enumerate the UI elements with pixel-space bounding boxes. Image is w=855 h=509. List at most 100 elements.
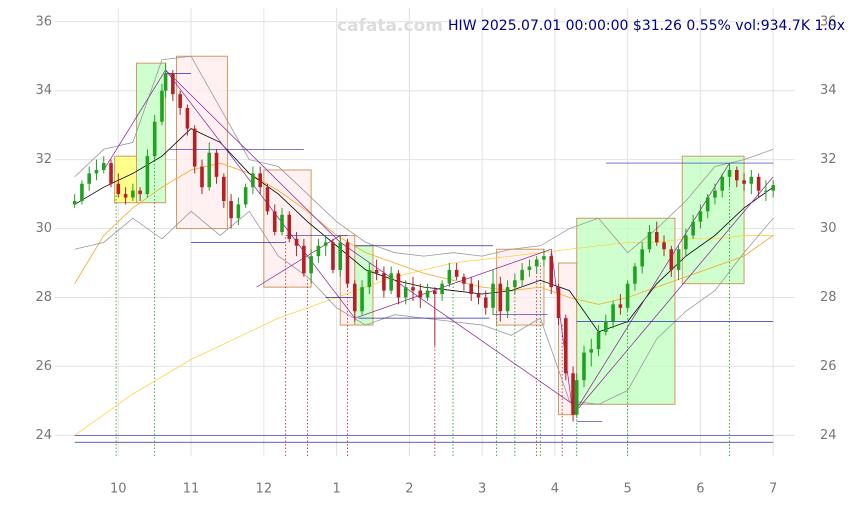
candle-body [771, 185, 775, 191]
candle-body [243, 187, 248, 205]
candle-body [200, 166, 204, 188]
candle-body [272, 211, 277, 232]
candle-body [582, 352, 586, 381]
trend-line [354, 248, 552, 319]
candle-body [80, 183, 84, 201]
x-tick-label: 5 [624, 482, 632, 497]
candle-body [549, 256, 554, 288]
candle-body [382, 273, 386, 291]
candle-body [109, 163, 113, 184]
y-tick-label: 30 [35, 221, 52, 236]
candle-body [72, 200, 77, 205]
candle-body [625, 283, 630, 308]
candle-body [265, 187, 270, 212]
candle-body [589, 349, 594, 353]
candle-body [756, 176, 761, 191]
candle-body [640, 249, 644, 267]
x-tick-label: 11 [183, 482, 200, 497]
y-tick-label: 26 [35, 359, 52, 374]
candle-body [520, 269, 524, 281]
candle-body [294, 238, 299, 246]
candle-body [542, 256, 546, 260]
indicator-line [74, 128, 774, 333]
y-tick-label-right: 26 [820, 359, 837, 374]
candle-body [145, 156, 150, 195]
candle-body [676, 249, 681, 270]
y-tick-label-right: 24 [820, 428, 837, 443]
candle-body [713, 190, 717, 198]
candle-body [534, 259, 539, 267]
candle-body [251, 173, 255, 188]
candle-body [163, 73, 168, 91]
candle-body [116, 183, 121, 195]
candle-body [505, 287, 510, 312]
candle-body [352, 283, 357, 312]
y-tick-label-right: 30 [820, 221, 837, 236]
candle-body [185, 107, 190, 129]
candle-body [222, 176, 226, 201]
candle-body [280, 214, 284, 232]
trend-line [572, 162, 730, 415]
candle-body [749, 176, 754, 184]
candle-body [131, 190, 135, 198]
candle-body [454, 269, 459, 277]
trend-line [550, 249, 574, 415]
candle-body [691, 221, 695, 236]
trend-line [165, 69, 341, 243]
y-tick-label: 24 [35, 428, 52, 443]
candle-body [411, 287, 415, 291]
y-tick-label-right: 34 [820, 83, 837, 98]
candle-body [171, 73, 175, 95]
candle-body [647, 232, 652, 250]
candle-body [462, 276, 466, 284]
y-tick-label-right: 36 [820, 14, 837, 29]
zone [576, 217, 676, 405]
candle-body [101, 163, 106, 170]
zone [135, 62, 167, 204]
candle-body [403, 287, 408, 298]
candle-body [178, 94, 182, 108]
x-tick-label: 2 [405, 482, 413, 497]
candle-body [669, 249, 674, 270]
candle-body [323, 242, 328, 246]
candle-body [87, 173, 91, 184]
indicator-line [74, 162, 774, 305]
trend-line [340, 242, 574, 405]
candle-body [720, 176, 725, 191]
x-tick-label: 4 [551, 482, 559, 497]
candle-body [571, 373, 575, 415]
candle-body [160, 90, 164, 122]
y-tick-label: 32 [35, 152, 52, 167]
candle-body [483, 297, 488, 308]
candle-body [527, 266, 532, 270]
candle-body [374, 269, 379, 274]
candle-body [596, 331, 601, 350]
candle-body [618, 304, 623, 308]
x-tick-label: 6 [696, 482, 704, 497]
candle-body [207, 152, 212, 188]
candle-body [734, 169, 739, 181]
candle-body [698, 211, 703, 222]
candle-body [469, 283, 474, 295]
candle-body [476, 294, 481, 298]
candle-body [633, 266, 637, 284]
candle-body [192, 128, 197, 167]
candle-body [258, 173, 262, 188]
candle-body [345, 242, 350, 284]
candle-body [425, 290, 430, 298]
candle-body [727, 169, 732, 177]
candle-body [742, 180, 746, 184]
candle-body [389, 273, 393, 291]
watermark: cafata.com [337, 16, 443, 36]
x-tick-label: 1 [332, 482, 340, 497]
candle-body [440, 283, 444, 295]
candle-body [447, 269, 452, 284]
candle-body [433, 290, 437, 295]
candle-body [214, 152, 219, 177]
candle-body [302, 245, 306, 274]
y-tick-label: 34 [35, 83, 52, 98]
trend-line [572, 176, 774, 415]
candle-body [152, 121, 157, 157]
